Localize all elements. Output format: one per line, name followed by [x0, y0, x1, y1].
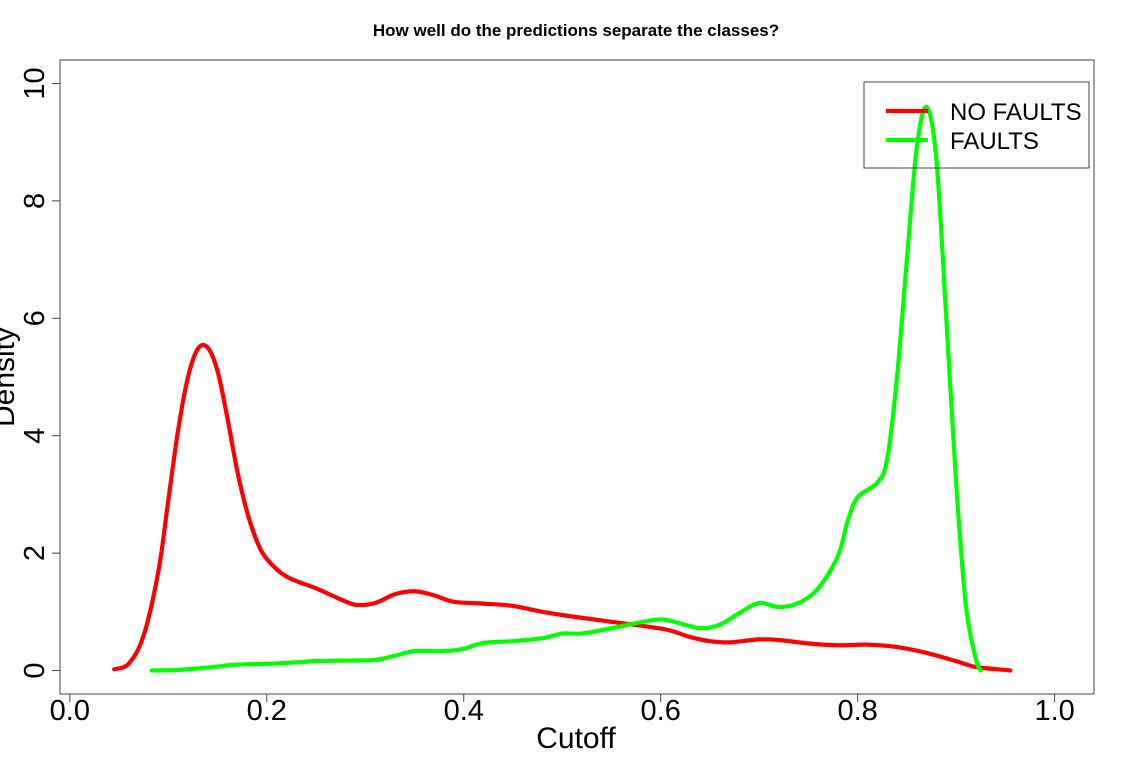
- legend-box: [863, 81, 1090, 169]
- y-axis-label: Density: [0, 327, 21, 427]
- y-tick-label: 6: [19, 310, 51, 326]
- y-tick-label: 0: [19, 662, 51, 678]
- series-line-faults: [149, 104, 983, 673]
- chart-title: How well do the predictions separate the…: [373, 21, 779, 40]
- series-line-no-faults: [112, 342, 1013, 673]
- x-tick-label: 0.4: [444, 695, 484, 727]
- x-tick-label: 1.0: [1034, 695, 1074, 727]
- x-tick-label: 0.8: [837, 695, 877, 727]
- plot-frame: [59, 59, 1095, 695]
- x-axis-label: Cutoff: [536, 722, 616, 755]
- x-axis: 0.0 0.2 0.4 0.6 0.8 1.0: [50, 694, 1075, 727]
- series-layer: [112, 104, 1013, 673]
- x-tick-label: 0.2: [247, 695, 287, 727]
- y-tick-label: 8: [19, 193, 51, 209]
- y-axis: 0 2 4 6 8 10: [19, 67, 60, 679]
- x-tick-label: 0.6: [641, 695, 681, 727]
- y-tick-label: 4: [19, 428, 51, 444]
- legend-label: NO FAULTS: [950, 99, 1082, 126]
- y-tick-label: 2: [19, 545, 51, 561]
- y-tick-label: 10: [19, 67, 51, 99]
- legend-label: FAULTS: [950, 128, 1039, 155]
- x-tick-label: 0.0: [50, 695, 90, 727]
